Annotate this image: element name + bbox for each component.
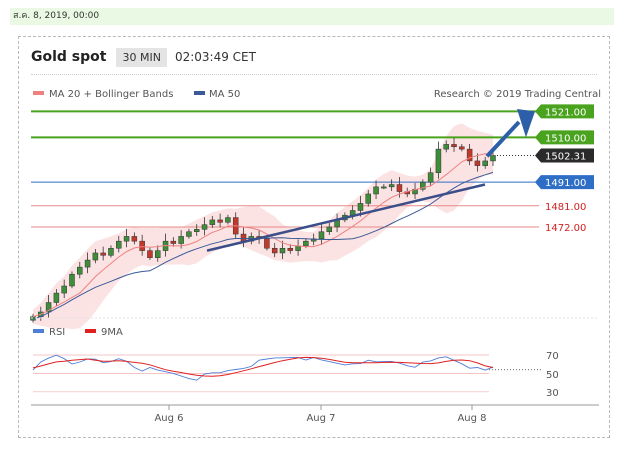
candle-body — [209, 219, 216, 225]
candle-body — [459, 146, 465, 150]
candle-body — [217, 219, 223, 223]
candle-body — [108, 247, 114, 256]
candle-body — [123, 236, 130, 242]
level-label-1481.00: 1481.00 — [545, 202, 586, 213]
date-banner: ส.ค. 8, 2019, 00:00 — [10, 8, 614, 25]
chart-header: Gold spot 30 MIN 02:03:49 CET — [31, 45, 256, 69]
candle-body — [466, 148, 473, 162]
candle-body — [287, 247, 294, 251]
candle-body — [388, 184, 395, 188]
candle-body — [435, 148, 442, 173]
candle-body — [240, 233, 247, 242]
chart-time: 02:03:49 CET — [174, 50, 256, 64]
candle-body — [427, 172, 434, 183]
level-label-1502.31: 1502.31 — [545, 151, 586, 162]
copyright-text: Research © 2019 Trading Central — [434, 89, 601, 100]
level-label-1510.00: 1510.00 — [545, 133, 586, 144]
trend-line — [206, 183, 486, 252]
rsi-tick-70: 70 — [546, 351, 559, 362]
candle-body — [396, 184, 403, 192]
candle-body — [131, 236, 138, 242]
candle-body — [264, 238, 270, 249]
chart-panel: Gold spot 30 MIN 02:03:49 CET MA 20 + Bo… — [18, 36, 610, 438]
forecast-arrow-head — [517, 109, 535, 138]
candle-body — [170, 240, 177, 244]
candle-body — [225, 217, 231, 223]
price-level-labels: 1521.00 1510.00 1502.31 1491.00 1481.00 1472.… — [535, 104, 594, 234]
candle-body — [443, 144, 449, 150]
ma20-line — [32, 153, 494, 318]
candle-body — [451, 144, 457, 148]
candle-body — [53, 292, 60, 303]
candle-body — [116, 240, 122, 249]
candle-body — [474, 160, 481, 166]
candle-body — [61, 285, 67, 294]
candle-body — [84, 259, 91, 268]
candle-body — [92, 252, 99, 261]
rsi-lines — [32, 354, 541, 393]
level-label-1491.00: 1491.00 — [545, 178, 586, 189]
candle-body — [303, 240, 309, 247]
candle-body — [482, 160, 488, 166]
candle-body — [100, 252, 106, 256]
candle-body — [295, 245, 301, 251]
rsi-tick-30: 30 — [546, 388, 559, 399]
candle-body — [201, 224, 208, 230]
candle-body — [271, 247, 278, 254]
candle-body — [69, 273, 75, 287]
chart-canvas: MA 20 + Bollinger Bands MA 50 Research ©… — [30, 89, 601, 424]
legend-swatch-ma50 — [194, 91, 205, 95]
legend-swatch-rsi — [33, 329, 44, 333]
candle-body — [77, 266, 83, 275]
candle-body — [373, 186, 379, 195]
candle-body — [318, 231, 325, 240]
candle-body — [45, 302, 52, 313]
candle-body — [139, 240, 145, 251]
candle-body — [147, 250, 153, 258]
legend-label-9ma: 9MA — [101, 327, 123, 338]
rsi-line — [32, 354, 494, 381]
rsi-tick-50: 50 — [546, 370, 559, 381]
legend-label-ma20: MA 20 + Bollinger Bands — [49, 89, 173, 100]
bollinger-bands — [33, 123, 493, 330]
candle-body — [490, 155, 496, 162]
time-tick-label: Aug 7 — [306, 413, 335, 424]
timeframe-badge[interactable]: 30 MIN — [116, 47, 167, 67]
chart-title: Gold spot — [31, 49, 107, 65]
level-tag-1521.00 — [535, 104, 594, 119]
level-tag-1502.31 — [535, 148, 594, 163]
forecast-arrow-shaft — [485, 120, 521, 158]
header-divider — [31, 74, 597, 75]
price-levels — [31, 110, 539, 228]
bollinger-band-area — [33, 123, 493, 330]
level-label-1472.00: 1472.00 — [545, 223, 586, 234]
legend-label-ma50: MA 50 — [209, 89, 240, 100]
legend-label-rsi: RSI — [49, 327, 65, 338]
level-tag-1510.00 — [535, 130, 594, 145]
time-tick-label: Aug 6 — [154, 413, 183, 424]
candle-body — [326, 226, 333, 232]
candle-body — [186, 231, 192, 237]
candle-body — [154, 250, 161, 258]
candle-body — [365, 193, 372, 204]
candle-body — [279, 247, 286, 254]
rsi-9ma-line — [32, 356, 494, 377]
trend-overlay — [206, 109, 535, 252]
candle-body — [357, 203, 364, 211]
candle-body — [178, 236, 184, 244]
legend-swatch-9ma — [85, 329, 96, 333]
time-tick-label: Aug 8 — [457, 413, 486, 424]
candle-body — [420, 181, 426, 190]
time-ticks: Aug 6 Aug 7 Aug 8 — [154, 405, 487, 424]
candle-body — [381, 186, 387, 189]
level-label-1521.00: 1521.00 — [545, 107, 586, 118]
candle-body — [193, 229, 200, 232]
level-tag-1491.00 — [535, 175, 594, 190]
legend-swatch-ma20 — [33, 91, 44, 95]
